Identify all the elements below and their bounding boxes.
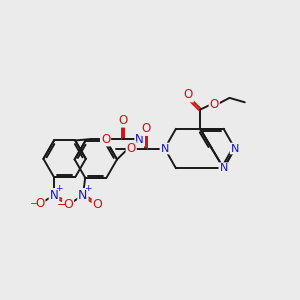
Text: N: N <box>219 163 228 173</box>
Text: +: + <box>55 184 62 194</box>
Text: O: O <box>127 142 136 155</box>
Text: O: O <box>63 198 73 211</box>
Text: O: O <box>210 98 219 111</box>
Text: O: O <box>35 197 44 210</box>
Text: N: N <box>50 189 58 202</box>
Text: N: N <box>160 143 169 154</box>
Text: O: O <box>118 114 127 127</box>
Text: N: N <box>78 189 88 202</box>
Text: O: O <box>64 197 73 210</box>
Text: −: − <box>57 198 67 212</box>
Text: N: N <box>231 143 239 154</box>
Text: O: O <box>184 88 193 101</box>
Text: N: N <box>135 133 144 146</box>
Text: O: O <box>101 133 110 146</box>
Text: +: + <box>84 184 92 193</box>
Text: O: O <box>142 122 151 135</box>
Text: O: O <box>93 198 103 211</box>
Text: −: − <box>30 199 38 209</box>
